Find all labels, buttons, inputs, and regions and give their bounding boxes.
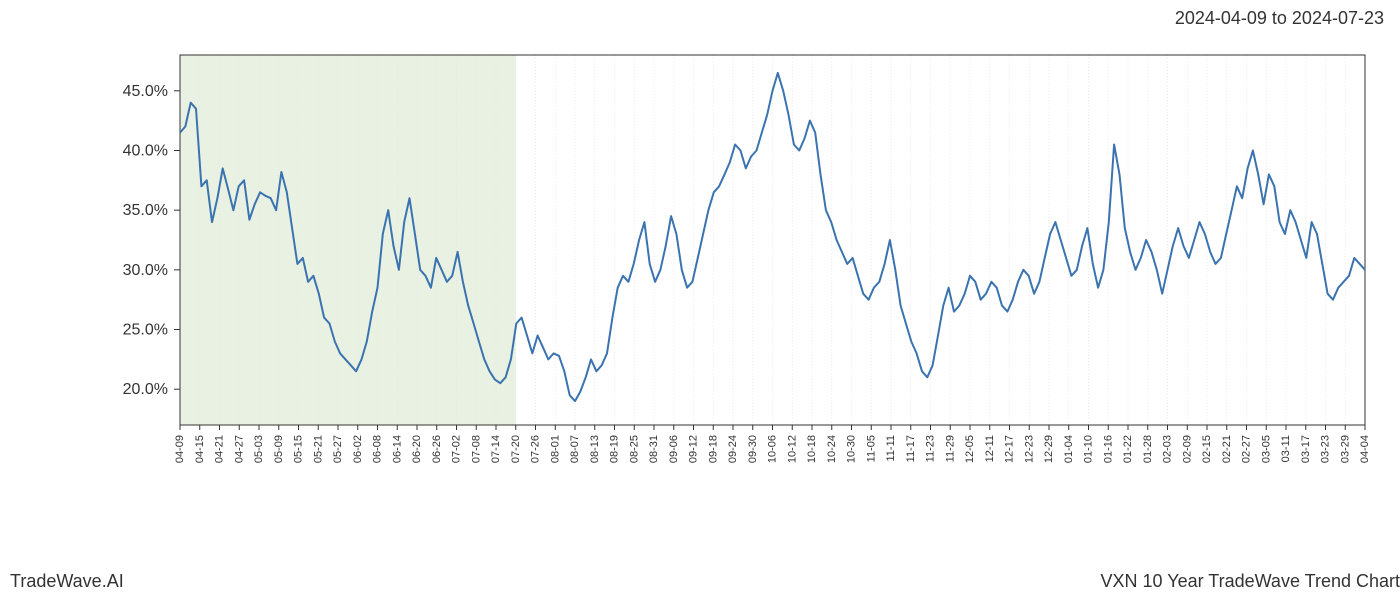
- x-tick-label: 06-20: [411, 435, 423, 463]
- x-tick-label: 05-09: [273, 435, 285, 463]
- x-tick-label: 07-08: [470, 435, 482, 463]
- y-tick-label: 35.0%: [123, 202, 168, 219]
- x-tick-label: 10-24: [826, 435, 838, 463]
- x-tick-label: 08-31: [648, 435, 660, 463]
- y-tick-label: 25.0%: [123, 322, 168, 339]
- x-tick-label: 11-11: [885, 435, 897, 462]
- y-axis: 20.0% 25.0% 30.0% 35.0% 40.0% 45.0%: [123, 83, 180, 398]
- x-tick-label: 03-29: [1339, 435, 1351, 463]
- x-tick-label: 10-30: [846, 435, 858, 463]
- x-tick-label: 08-19: [609, 435, 621, 463]
- x-tick-label: 03-05: [1260, 435, 1272, 463]
- x-tick-label: 02-21: [1221, 435, 1233, 463]
- line-chart: 20.0% 25.0% 30.0% 35.0% 40.0% 45.0% 04-09 04-15…: [20, 45, 1390, 505]
- x-tick-label: 04-09: [174, 435, 186, 463]
- highlight-band: [180, 55, 516, 425]
- x-tick-label: 03-11: [1280, 435, 1292, 462]
- x-tick-label: 08-01: [549, 435, 561, 463]
- x-tick-label: 09-12: [688, 435, 700, 463]
- y-tick-label: 20.0%: [123, 381, 168, 398]
- x-tick-label: 04-21: [214, 435, 226, 463]
- x-tick-label: 02-03: [1162, 435, 1174, 463]
- x-tick-label: 05-15: [293, 435, 305, 463]
- x-tick-label: 07-26: [530, 435, 542, 463]
- x-tick-label: 02-15: [1201, 435, 1213, 463]
- x-tick-label: 10-12: [786, 435, 798, 463]
- x-tick-label: 01-28: [1142, 435, 1154, 463]
- x-tick-label: 05-27: [332, 435, 344, 463]
- x-tick-label: 04-15: [194, 435, 206, 463]
- x-tick-label: 12-23: [1023, 435, 1035, 463]
- x-tick-label: 06-26: [431, 435, 443, 463]
- x-tick-label: 08-07: [569, 435, 581, 463]
- x-tick-label: 12-29: [1043, 435, 1055, 463]
- x-tick-label: 11-23: [925, 435, 937, 462]
- x-tick-label: 11-29: [944, 435, 956, 462]
- x-tick-label: 10-06: [767, 435, 779, 463]
- x-tick-label: 02-09: [1181, 435, 1193, 463]
- x-tick-label: 07-20: [510, 435, 522, 463]
- x-tick-label: 04-04: [1359, 435, 1371, 463]
- footer-title: VXN 10 Year TradeWave Trend Chart: [1101, 571, 1400, 592]
- x-tick-label: 07-14: [490, 435, 502, 463]
- x-tick-label: 12-05: [964, 435, 976, 463]
- x-tick-label: 03-17: [1300, 435, 1312, 463]
- x-tick-label: 10-18: [806, 435, 818, 463]
- x-tick-label: 08-13: [589, 435, 601, 463]
- x-tick-label: 07-02: [451, 435, 463, 463]
- x-tick-label: 02-27: [1241, 435, 1253, 463]
- x-tick-label: 01-04: [1063, 435, 1075, 463]
- date-range-label: 2024-04-09 to 2024-07-23: [1175, 8, 1384, 29]
- x-tick-label: 05-21: [312, 435, 324, 463]
- x-tick-label: 01-10: [1083, 435, 1095, 463]
- x-tick-label: 12-11: [984, 435, 996, 462]
- x-axis: 04-09 04-15 04-21 04-27 05-03 05-09 05-15 05-21…: [174, 425, 1371, 463]
- x-tick-label: 03-23: [1320, 435, 1332, 463]
- y-tick-label: 30.0%: [123, 262, 168, 279]
- y-tick-label: 45.0%: [123, 83, 168, 100]
- x-tick-label: 01-16: [1102, 435, 1114, 463]
- x-tick-label: 11-17: [905, 435, 917, 462]
- x-tick-label: 11-05: [865, 435, 877, 462]
- x-tick-label: 06-02: [352, 435, 364, 463]
- x-tick-label: 12-17: [1004, 435, 1016, 463]
- x-tick-label: 01-22: [1122, 435, 1134, 463]
- x-tick-label: 09-24: [727, 435, 739, 463]
- x-tick-label: 04-27: [233, 435, 245, 463]
- x-tick-label: 06-14: [391, 435, 403, 463]
- x-tick-label: 09-06: [668, 435, 680, 463]
- footer-brand: TradeWave.AI: [10, 571, 124, 592]
- x-tick-label: 08-25: [628, 435, 640, 463]
- x-tick-label: 09-18: [707, 435, 719, 463]
- x-tick-label: 05-03: [253, 435, 265, 463]
- y-tick-label: 40.0%: [123, 142, 168, 159]
- x-tick-label: 09-30: [747, 435, 759, 463]
- x-tick-label: 06-08: [372, 435, 384, 463]
